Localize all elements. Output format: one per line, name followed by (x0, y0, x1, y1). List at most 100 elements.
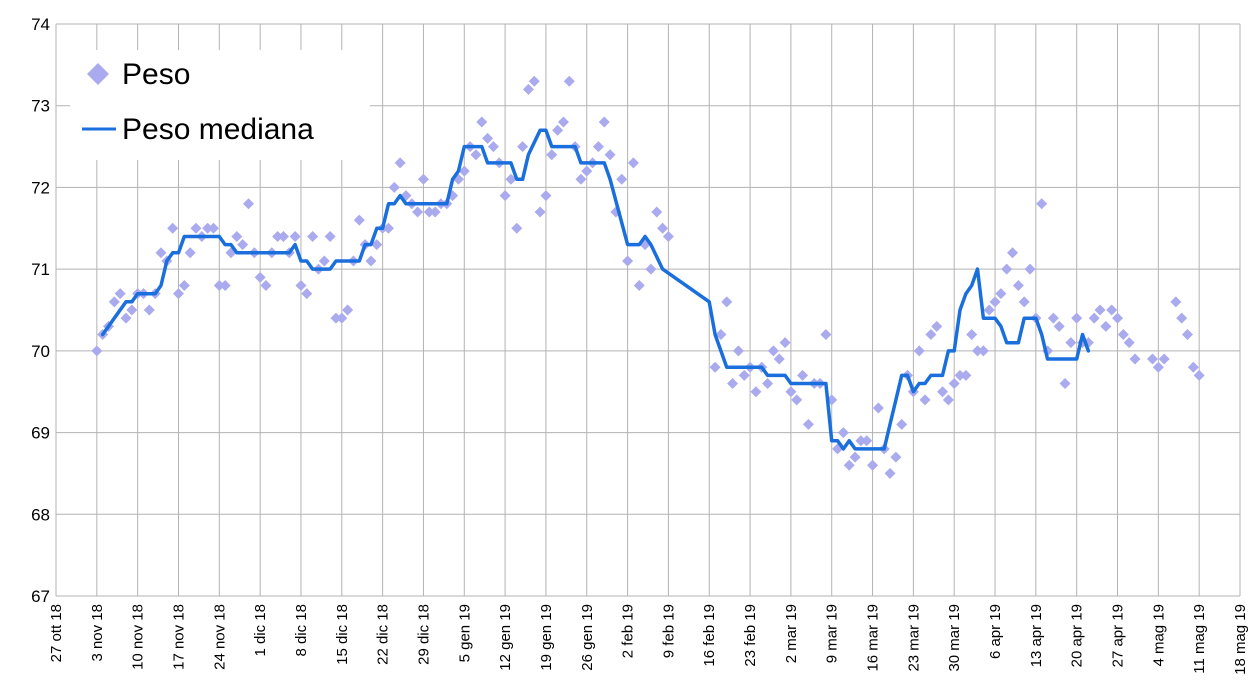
peso-point (534, 206, 546, 218)
peso-point (727, 378, 739, 390)
peso-point (645, 263, 657, 275)
peso-point (738, 369, 750, 381)
peso-point (412, 206, 424, 218)
peso-point (295, 279, 307, 291)
peso-point (126, 304, 138, 316)
x-tick-label: 12 gen 19 (497, 604, 514, 671)
x-tick-label: 20 apr 19 (1069, 604, 1086, 667)
peso-point (563, 75, 575, 87)
peso-point (575, 173, 587, 185)
peso-point (1047, 312, 1059, 324)
x-tick-label: 26 gen 19 (579, 604, 596, 671)
peso-point (1071, 312, 1083, 324)
peso-point (884, 467, 896, 479)
x-tick-label: 23 feb 19 (742, 604, 759, 667)
x-tick-label: 2 mar 19 (783, 604, 800, 663)
peso-point (336, 312, 348, 324)
peso-point (843, 459, 855, 471)
peso-point (960, 369, 972, 381)
peso-point (616, 173, 628, 185)
x-tick-label: 17 nov 18 (170, 604, 187, 670)
peso-point (330, 312, 342, 324)
peso-point (773, 353, 785, 365)
peso-point (872, 402, 884, 414)
peso-point (318, 255, 330, 267)
peso-point (528, 75, 540, 87)
peso-point (470, 149, 482, 161)
peso-point (260, 279, 272, 291)
peso-point (977, 345, 989, 357)
peso-point (277, 230, 289, 242)
peso-mediana-line-series (100, 128, 1091, 451)
peso-point (382, 222, 394, 234)
peso-point (797, 369, 809, 381)
peso-point (604, 149, 616, 161)
legend: Peso Peso mediana (70, 50, 370, 160)
peso-point (931, 320, 943, 332)
peso-point (867, 459, 879, 471)
peso-point (388, 181, 400, 193)
peso-point (657, 222, 669, 234)
peso-point (91, 345, 103, 357)
y-tick-labels: 67 68 69 70 71 72 73 74 (31, 15, 50, 606)
x-tick-label: 15 dic 18 (334, 604, 351, 665)
peso-point (1036, 198, 1048, 210)
peso-point (1112, 312, 1124, 324)
peso-point (114, 288, 126, 300)
peso-point (1018, 296, 1030, 308)
peso-point (948, 378, 960, 390)
peso-point (1123, 337, 1135, 349)
peso-point (1012, 279, 1024, 291)
y-tick-label: 67 (31, 587, 50, 606)
peso-point (1106, 304, 1118, 316)
peso-point (394, 157, 406, 169)
peso-point (429, 206, 441, 218)
peso-point (1129, 353, 1141, 365)
peso-point (458, 165, 470, 177)
peso-point (184, 247, 196, 259)
peso-point (254, 271, 266, 283)
x-tick-label: 6 apr 19 (987, 604, 1004, 659)
peso-point (919, 394, 931, 406)
peso-point (622, 255, 634, 267)
peso-point (942, 394, 954, 406)
peso-point (289, 230, 301, 242)
peso-point (651, 206, 663, 218)
peso-point (517, 141, 529, 153)
peso-point (627, 157, 639, 169)
peso-point (476, 116, 488, 128)
legend-peso-marker-icon (87, 63, 109, 85)
peso-point (937, 386, 949, 398)
peso-point (167, 222, 179, 234)
peso-point (1182, 329, 1194, 341)
y-tick-label: 73 (31, 97, 50, 116)
peso-point (237, 239, 249, 251)
peso-point (505, 173, 517, 185)
peso-point (779, 337, 791, 349)
axes (55, 24, 1240, 597)
peso-point (791, 394, 803, 406)
peso-point (190, 222, 202, 234)
peso-point (972, 345, 984, 357)
peso-point (633, 279, 645, 291)
x-tick-label: 3 nov 18 (89, 604, 106, 662)
peso-point (662, 230, 674, 242)
legend-peso-mediana-label: Peso mediana (122, 113, 314, 146)
legend-peso-label: Peso (122, 58, 190, 91)
peso-point (522, 83, 534, 95)
x-tick-label: 18 mag 19 (1232, 604, 1248, 675)
x-tick-label: 27 apr 19 (1110, 604, 1127, 667)
y-tick-label: 71 (31, 260, 50, 279)
peso-point (1001, 263, 1013, 275)
peso-point (324, 230, 336, 242)
peso-point (231, 230, 243, 242)
peso-point (108, 296, 120, 308)
peso-point (155, 247, 167, 259)
peso-point (353, 214, 365, 226)
x-tick-label: 1 dic 18 (252, 604, 269, 657)
peso-point (890, 451, 902, 463)
peso-point (301, 288, 313, 300)
peso-point (913, 345, 925, 357)
peso-point (855, 435, 867, 447)
peso-point (1170, 296, 1182, 308)
